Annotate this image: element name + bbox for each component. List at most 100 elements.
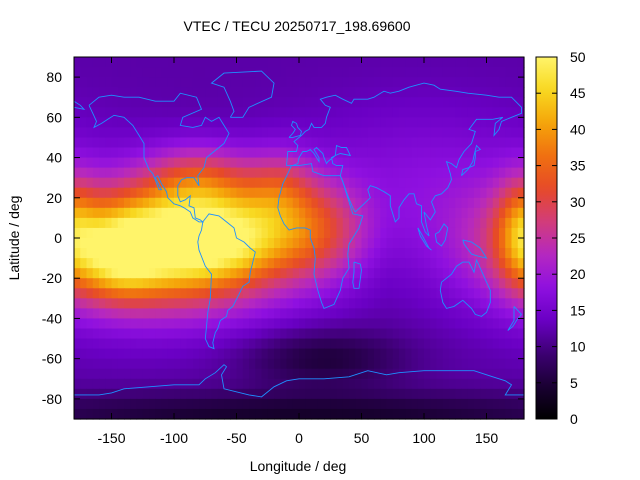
heatmap-cell [411,348,419,360]
heatmap-cell [424,167,431,179]
heatmap-cell [142,278,150,289]
heatmap-cell [461,107,469,118]
heatmap-cell [167,368,175,380]
heatmap-cell [511,308,519,320]
heatmap-cell [174,207,181,219]
heatmap-cell [380,238,388,249]
heatmap-cell [299,378,306,390]
heatmap-cell [405,398,413,410]
heatmap-cell [355,197,363,209]
heatmap-cell [124,328,131,340]
heatmap-cell [367,338,375,350]
heatmap-cell [411,278,419,289]
heatmap-cell [80,167,88,179]
heatmap-cell [436,398,444,410]
heatmap-cell [261,77,269,88]
heatmap-cell [461,77,469,88]
heatmap-cell [155,238,163,249]
heatmap-cell [305,348,313,360]
heatmap-cell [380,408,388,420]
heatmap-cell [280,378,288,390]
heatmap-cell [224,408,231,420]
heatmap-cell [267,338,275,350]
heatmap-cell [186,117,194,128]
heatmap-cell [186,57,194,68]
heatmap-cell [155,127,163,139]
heatmap-cell [86,77,94,88]
heatmap-cell [205,368,213,380]
heatmap-cell [399,338,406,350]
heatmap-cell [105,137,113,149]
heatmap-cell [286,147,294,159]
heatmap-cell [392,298,400,309]
heatmap-cell [430,318,438,330]
heatmap-cell [317,368,325,380]
heatmap-cell [342,278,350,289]
heatmap-cell [236,107,244,118]
heatmap-cell [461,328,469,340]
heatmap-cell [324,117,331,128]
heatmap-cell [155,368,163,380]
heatmap-cell [199,177,206,189]
heatmap-cell [499,197,506,209]
heatmap-cell [367,408,375,420]
heatmap-cell [342,107,350,118]
heatmap-cell [255,328,263,340]
heatmap-cell [261,338,269,350]
heatmap-cell [211,127,219,139]
heatmap-cell [442,288,450,299]
heatmap-cell [74,167,81,179]
heatmap-cell [392,127,400,139]
heatmap-cell [474,298,481,309]
heatmap-cell [461,388,469,400]
heatmap-cell [392,157,400,169]
heatmap-cell [299,338,306,350]
heatmap-cell [149,398,156,410]
heatmap-cell [367,187,375,199]
heatmap-cell [461,197,469,209]
heatmap-cell [105,57,113,68]
heatmap-cell [149,97,156,108]
heatmap-cell [199,278,206,289]
heatmap-cell [336,107,344,118]
heatmap-cell [436,227,444,239]
heatmap-cell [205,187,213,199]
heatmap-cell [217,157,225,169]
heatmap-cell [192,358,200,370]
heatmap-cell [74,117,81,128]
heatmap-cell [255,358,263,370]
heatmap-cell [74,308,81,320]
heatmap-cell [442,97,450,108]
heatmap-cell [392,147,400,159]
heatmap-cell [436,197,444,209]
heatmap-cell [99,338,106,350]
heatmap-cell [199,248,206,259]
heatmap-cell [417,338,425,350]
heatmap-cell [86,167,94,179]
heatmap-cell [386,278,394,289]
heatmap-cell [86,308,94,320]
heatmap-cell [117,217,125,229]
heatmap-cell [330,318,338,330]
heatmap-cell [205,87,213,98]
heatmap-cell [474,278,481,289]
heatmap-cell [474,197,481,209]
heatmap-cell [355,67,363,78]
heatmap-cell [305,308,313,320]
heatmap-cell [399,127,406,139]
heatmap-cell [111,217,119,229]
heatmap-cell [261,358,269,370]
heatmap-cell [186,227,194,239]
heatmap-cell [224,348,231,360]
heatmap-cell [405,217,413,229]
heatmap-cell [511,217,519,229]
heatmap-cell [405,268,413,279]
heatmap-cell [367,67,375,78]
heatmap-cell [380,227,388,239]
heatmap-cell [467,278,475,289]
heatmap-cell [267,97,275,108]
heatmap-cell [299,398,306,410]
heatmap-cell [136,67,144,78]
heatmap-cell [292,207,300,219]
y-tick-label: 20 [46,190,62,206]
